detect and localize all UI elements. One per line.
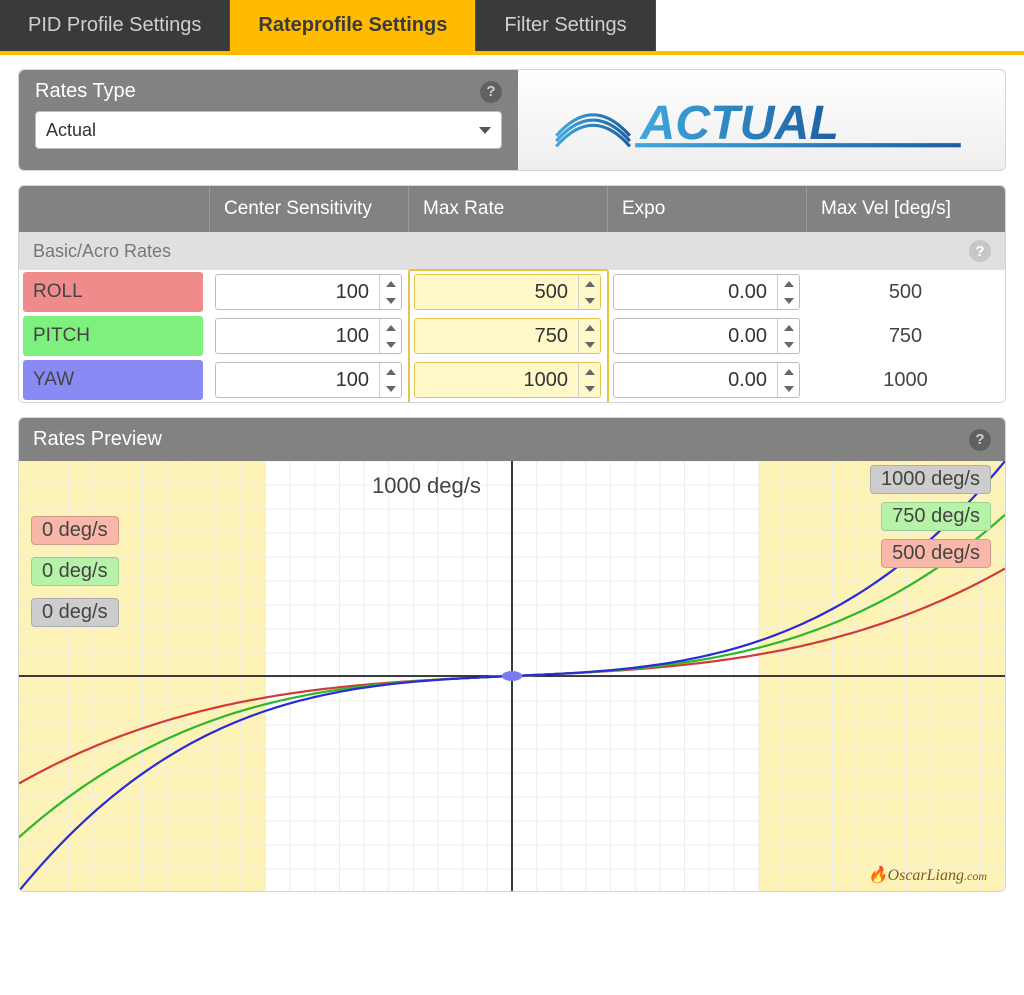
- max-pitch-input[interactable]: 750: [414, 318, 601, 354]
- y-axis-title: 1000 deg/s: [372, 473, 481, 499]
- stepper-up-icon[interactable]: [778, 363, 799, 380]
- stepper-up-icon[interactable]: [380, 363, 401, 380]
- col-vel: Max Vel [deg/s]: [806, 186, 1005, 232]
- stepper-down-icon[interactable]: [380, 380, 401, 397]
- center-yaw-value: 100: [216, 363, 379, 397]
- stepper-down-icon[interactable]: [778, 292, 799, 309]
- tab-filter[interactable]: Filter Settings: [476, 0, 655, 51]
- stepper-down-icon[interactable]: [778, 336, 799, 353]
- stepper-up-icon[interactable]: [380, 275, 401, 292]
- axis-label-roll: ROLL: [23, 272, 203, 312]
- center-pitch-input[interactable]: 100: [215, 318, 402, 354]
- axis-label-yaw: YAW: [23, 360, 203, 400]
- stepper-up-icon[interactable]: [380, 319, 401, 336]
- svg-text:ACTUAL: ACTUAL: [640, 96, 840, 150]
- max-roll-input[interactable]: 500: [414, 274, 601, 310]
- tab-pid[interactable]: PID Profile Settings: [0, 0, 230, 51]
- table-row: PITCH 100 750 0.00 750: [19, 314, 1005, 358]
- rates-sub-header: Basic/Acro Rates: [33, 241, 171, 262]
- stepper-up-icon[interactable]: [778, 319, 799, 336]
- expo-roll-value: 0.00: [614, 275, 777, 309]
- expo-roll-input[interactable]: 0.00: [613, 274, 800, 310]
- col-max: Max Rate: [408, 186, 607, 232]
- rates-type-panel: Rates Type ? Actual: [18, 69, 1006, 171]
- stepper-down-icon[interactable]: [579, 336, 600, 353]
- max-yaw-input[interactable]: 1000: [414, 362, 601, 398]
- center-roll-input[interactable]: 100: [215, 274, 402, 310]
- vel-yaw: 1000: [806, 369, 1005, 392]
- help-icon[interactable]: ?: [480, 81, 502, 103]
- chevron-down-icon: [479, 127, 491, 134]
- vel-pitch: 750: [806, 325, 1005, 348]
- expo-yaw-value: 0.00: [614, 363, 777, 397]
- rate-readout-left-2: 0 deg/s: [31, 598, 119, 627]
- rates-type-value: Actual: [46, 120, 96, 141]
- help-icon[interactable]: ?: [969, 240, 991, 262]
- table-row: YAW 100 1000 0.00 1000: [19, 358, 1005, 402]
- rate-readout-right-0: 1000 deg/s: [870, 465, 991, 494]
- vel-roll: 500: [806, 281, 1005, 304]
- tab-bar: PID Profile Settings Rateprofile Setting…: [0, 0, 1024, 51]
- axis-label-pitch: PITCH: [23, 316, 203, 356]
- col-axis: [19, 186, 209, 232]
- expo-yaw-input[interactable]: 0.00: [613, 362, 800, 398]
- max-roll-value: 500: [415, 275, 578, 309]
- rate-readout-right-1: 750 deg/s: [881, 502, 991, 531]
- center-yaw-input[interactable]: 100: [215, 362, 402, 398]
- center-roll-value: 100: [216, 275, 379, 309]
- stepper-down-icon[interactable]: [579, 380, 600, 397]
- rate-readout-left-1: 0 deg/s: [31, 557, 119, 586]
- watermark: 🔥OscarLiang.com: [868, 865, 987, 885]
- rate-readout-left-0: 0 deg/s: [31, 516, 119, 545]
- rates-preview-panel: Rates Preview ? 1000 deg/s 0 deg/s 0 deg/…: [18, 417, 1006, 892]
- rates-type-title: Rates Type: [35, 80, 136, 103]
- rate-readout-right-2: 500 deg/s: [881, 539, 991, 568]
- center-pitch-value: 100: [216, 319, 379, 353]
- expo-pitch-value: 0.00: [614, 319, 777, 353]
- max-yaw-value: 1000: [415, 363, 578, 397]
- rates-preview-chart: 1000 deg/s 0 deg/s 0 deg/s 0 deg/s 1000 de…: [19, 461, 1005, 891]
- expo-pitch-input[interactable]: 0.00: [613, 318, 800, 354]
- rates-type-select[interactable]: Actual: [35, 111, 502, 149]
- max-pitch-value: 750: [415, 319, 578, 353]
- stepper-down-icon[interactable]: [579, 292, 600, 309]
- rates-preview-title: Rates Preview: [33, 428, 162, 451]
- stepper-down-icon[interactable]: [380, 292, 401, 309]
- rates-table-panel: Center Sensitivity Max Rate Expo Max Vel…: [18, 185, 1006, 403]
- table-row: ROLL 100 500 0.00 500: [19, 270, 1005, 314]
- col-center: Center Sensitivity: [209, 186, 408, 232]
- stepper-down-icon[interactable]: [380, 336, 401, 353]
- stepper-down-icon[interactable]: [778, 380, 799, 397]
- stepper-up-icon[interactable]: [579, 319, 600, 336]
- stepper-up-icon[interactable]: [579, 363, 600, 380]
- rates-type-logo: ACTUAL: [518, 70, 1005, 170]
- rates-table-header: Center Sensitivity Max Rate Expo Max Vel…: [19, 186, 1005, 232]
- help-icon[interactable]: ?: [969, 429, 991, 451]
- col-expo: Expo: [607, 186, 806, 232]
- stepper-up-icon[interactable]: [579, 275, 600, 292]
- tab-rateprofile[interactable]: Rateprofile Settings: [230, 0, 476, 51]
- stepper-up-icon[interactable]: [778, 275, 799, 292]
